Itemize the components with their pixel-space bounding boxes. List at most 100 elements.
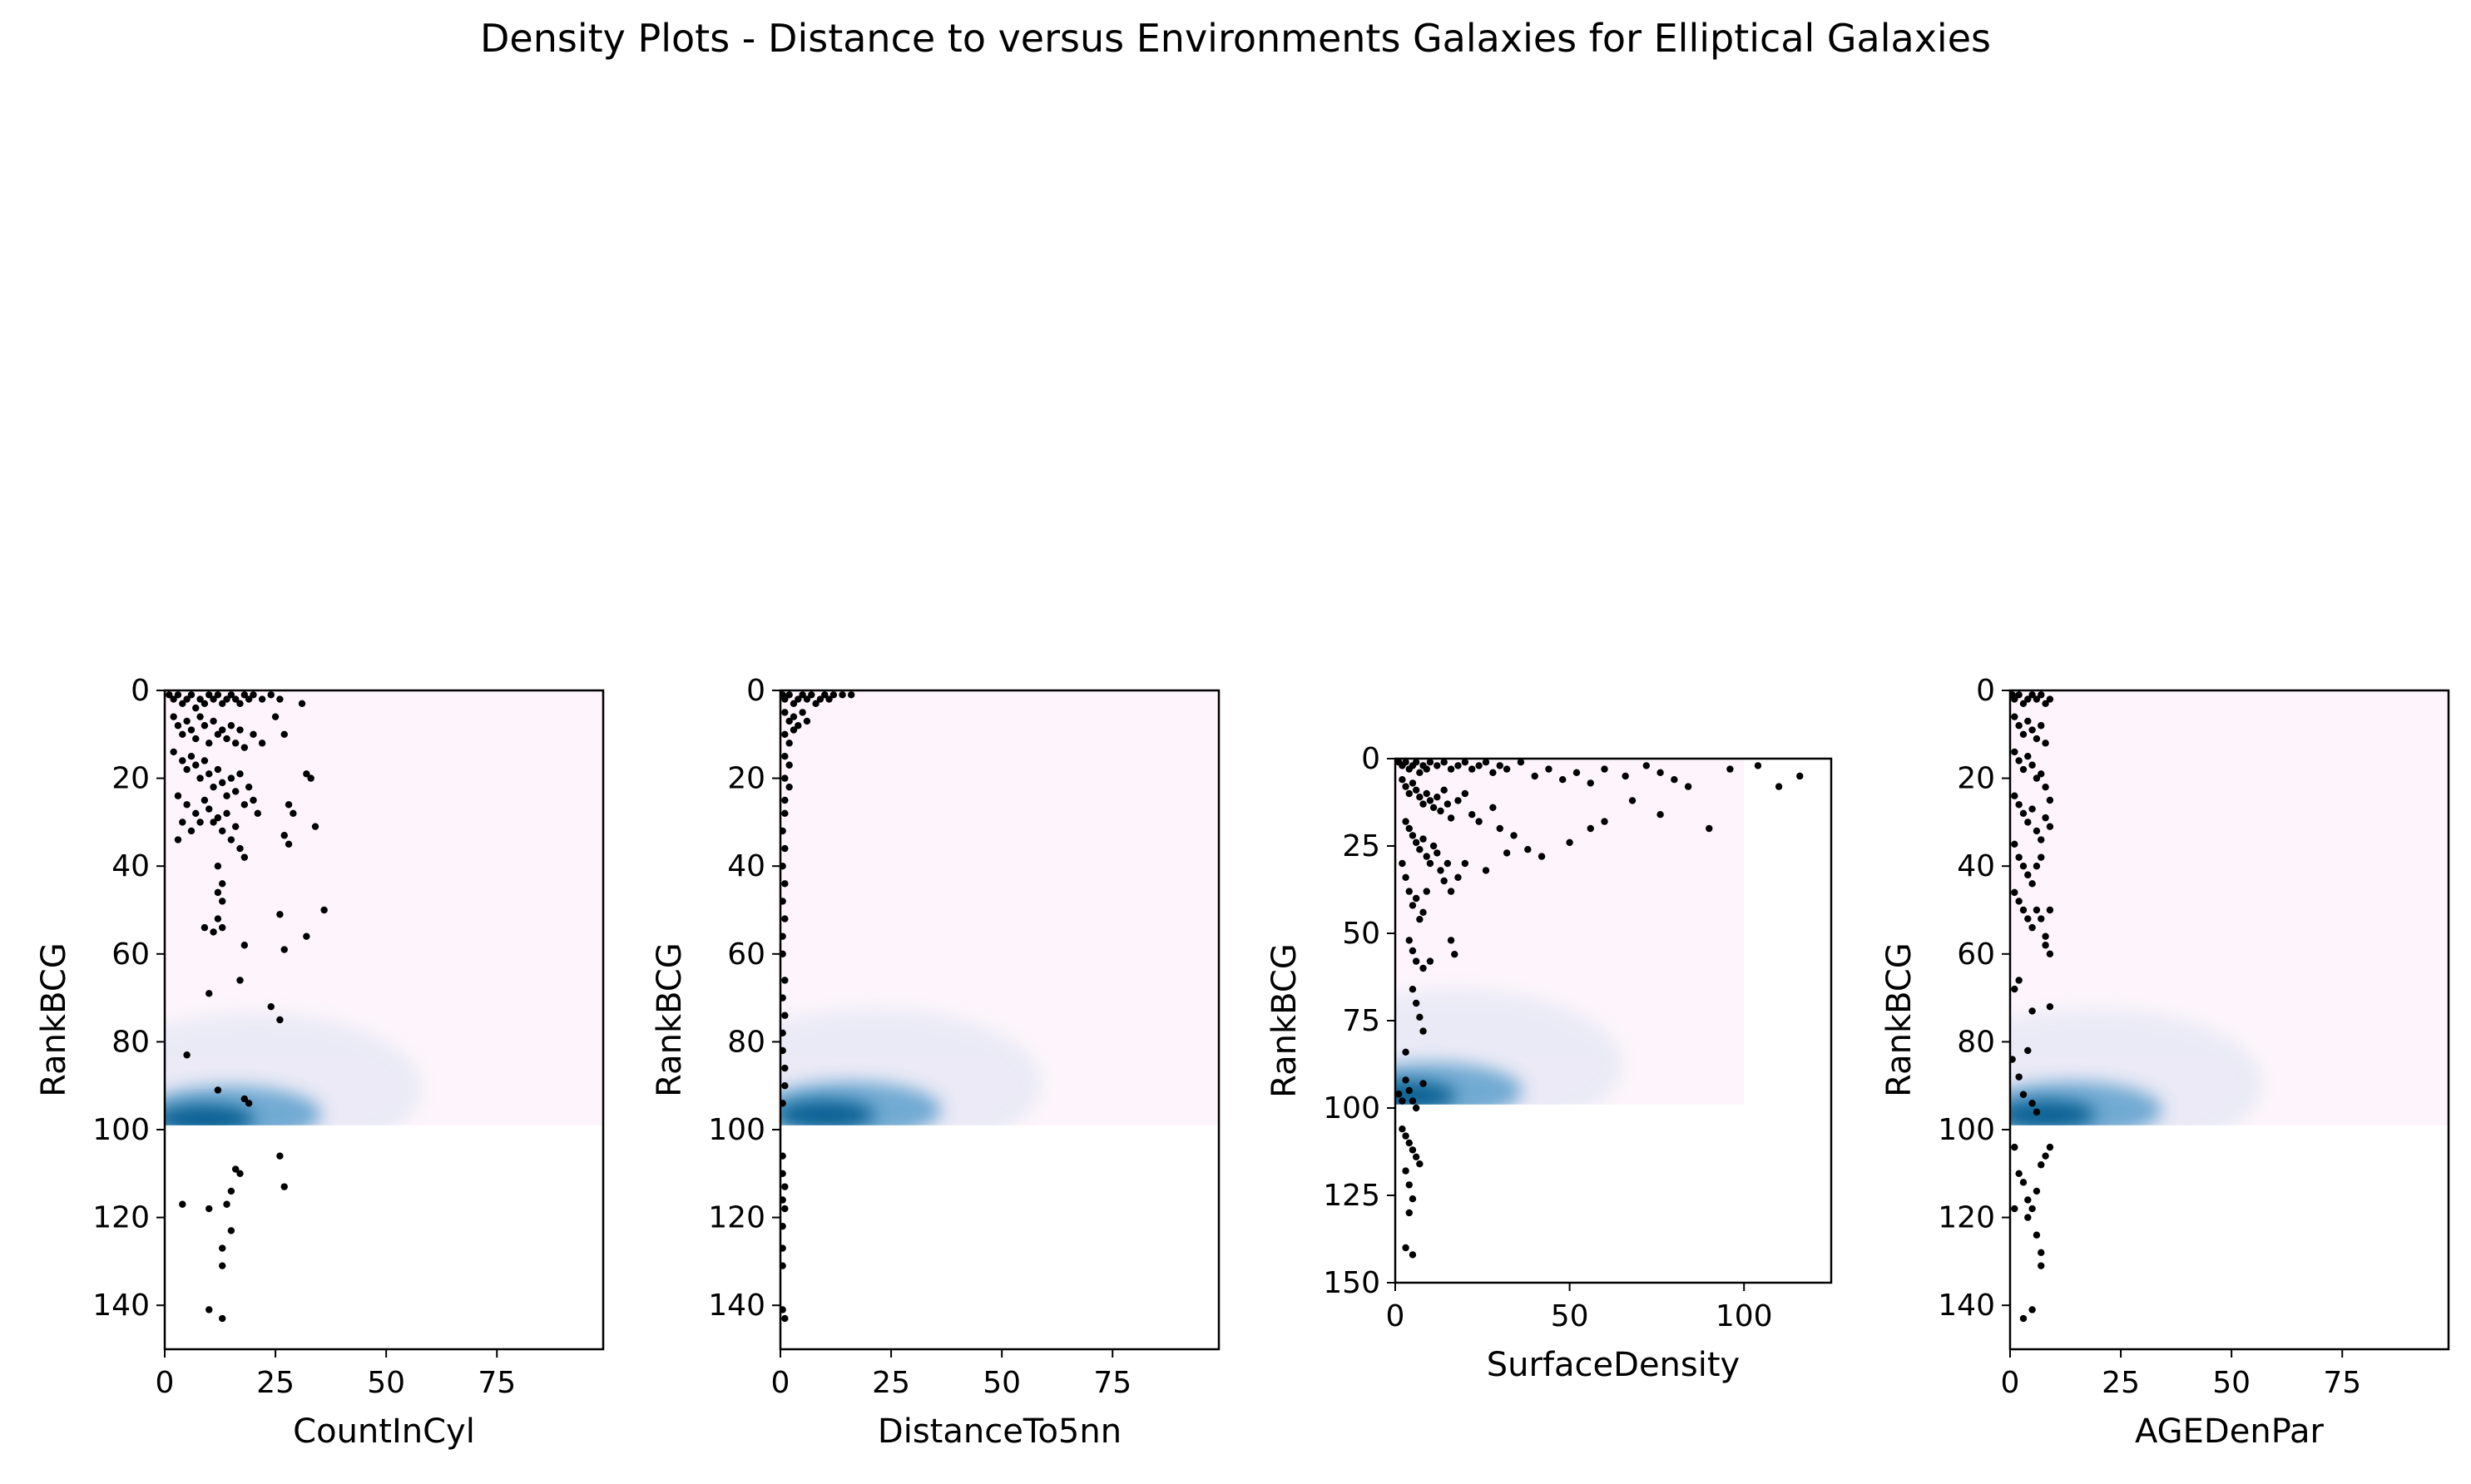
scatter-point [780,1306,786,1313]
scatter-point [219,779,226,787]
scatter-point [206,1205,213,1213]
scatter-point [1429,804,1438,811]
scatter-point [1656,769,1664,776]
scatter-point [781,1082,789,1090]
scatter-point [780,994,786,1002]
scatter-point [1416,1160,1424,1168]
y-tick-label: 60 [111,937,150,972]
scatter-point [1587,779,1594,787]
scatter-point [2046,823,2054,830]
scatter-point [2015,853,2023,861]
density-layer [780,1008,1042,1125]
x-axis-label: AGEDenPar [2135,1412,2325,1451]
scatter-point [320,906,328,914]
scatter-point [1412,786,1420,794]
scatter-point [227,1187,235,1195]
scatter-point [227,1227,235,1234]
scatter-point [192,704,200,712]
scatter-point [1461,859,1469,868]
scatter-point [1402,1048,1409,1056]
scatter-point [2028,923,2036,932]
scatter-point [2019,730,2028,738]
scatter-point [214,888,222,897]
scatter-point [280,832,288,839]
scatter-point [210,819,217,826]
y-tick-label: 25 [1342,829,1380,863]
scatter-point [2015,691,2023,699]
scatter-point [271,713,280,720]
scatter-point [174,722,182,730]
scatter-point [2024,695,2032,703]
scatter-point [1412,1104,1420,1112]
density-layer [165,1012,421,1125]
scatter-point [1409,1195,1417,1203]
scatter-point [1419,908,1427,917]
scatter-point [2046,950,2054,958]
x-tick-label: 25 [872,1366,910,1400]
y-tick-label: 125 [1323,1179,1380,1213]
axes-frame [163,689,605,1351]
scatter-point [1461,789,1469,798]
scatter-point [1440,877,1448,885]
scatter-point [1409,986,1417,993]
scatter-point [1538,853,1546,860]
scatter-point [780,1222,786,1230]
x-tick-label: 50 [1551,1299,1589,1333]
scatter-point [780,1029,786,1037]
y-tick-label: 40 [1957,849,1995,883]
scatter-point [2019,1091,2028,1098]
y-tick-label: 140 [92,1289,150,1323]
scatter-point [267,691,275,699]
scatter-point [2028,1306,2036,1313]
scatter-point [816,695,824,703]
scatter-point [2033,695,2041,703]
scatter-point [1443,800,1452,808]
scatter-point [1419,964,1427,972]
scatter-point [223,1200,230,1208]
y-tick-label: 80 [1957,1025,1995,1059]
scatter-point [214,863,222,870]
scatter-point [170,713,177,720]
scatter-point [781,1183,789,1190]
scatter-point [1412,894,1420,903]
y-tick-label: 120 [1938,1201,1995,1235]
scatter-point [2011,792,2018,799]
scatter-point [1423,888,1430,895]
scatter-point [1440,786,1448,794]
scatter-point [240,853,249,861]
scatter-point [192,761,200,769]
scatter-point [785,783,793,791]
scatter-point [174,691,182,699]
scatter-point [781,809,789,818]
scatter-point [214,765,222,774]
y-tick-label: 150 [1323,1266,1380,1300]
y-tick-label: 0 [746,674,765,708]
scatter-point [2046,1143,2054,1151]
scatter-point [1489,804,1497,811]
scatter-point [219,898,226,905]
scatter-point [1412,999,1420,1007]
scatter-point [267,1002,275,1011]
scatter-point [2038,770,2045,778]
scatter-point [1451,951,1458,958]
scatter-point [790,713,798,720]
scatter-point [2024,915,2032,923]
scatter-point [2011,840,2018,848]
scatter-point [1429,842,1438,850]
scatter-point [2019,765,2028,774]
scatter-point [1545,765,1552,773]
scatter-point [214,730,222,738]
scatter-point [2019,906,2028,914]
scatter-point [1423,853,1430,860]
scatter-point [1489,769,1497,776]
scatter-point [206,740,213,747]
y-tick-label: 60 [1957,937,1995,972]
scatter-point [1426,759,1434,766]
scatter-point [2028,691,2036,699]
scatter-point [1510,832,1518,839]
scatter-point [236,726,244,734]
scatter-point [219,1244,226,1252]
y-tick-label: 100 [92,1113,150,1147]
scatter-point [1475,762,1483,769]
